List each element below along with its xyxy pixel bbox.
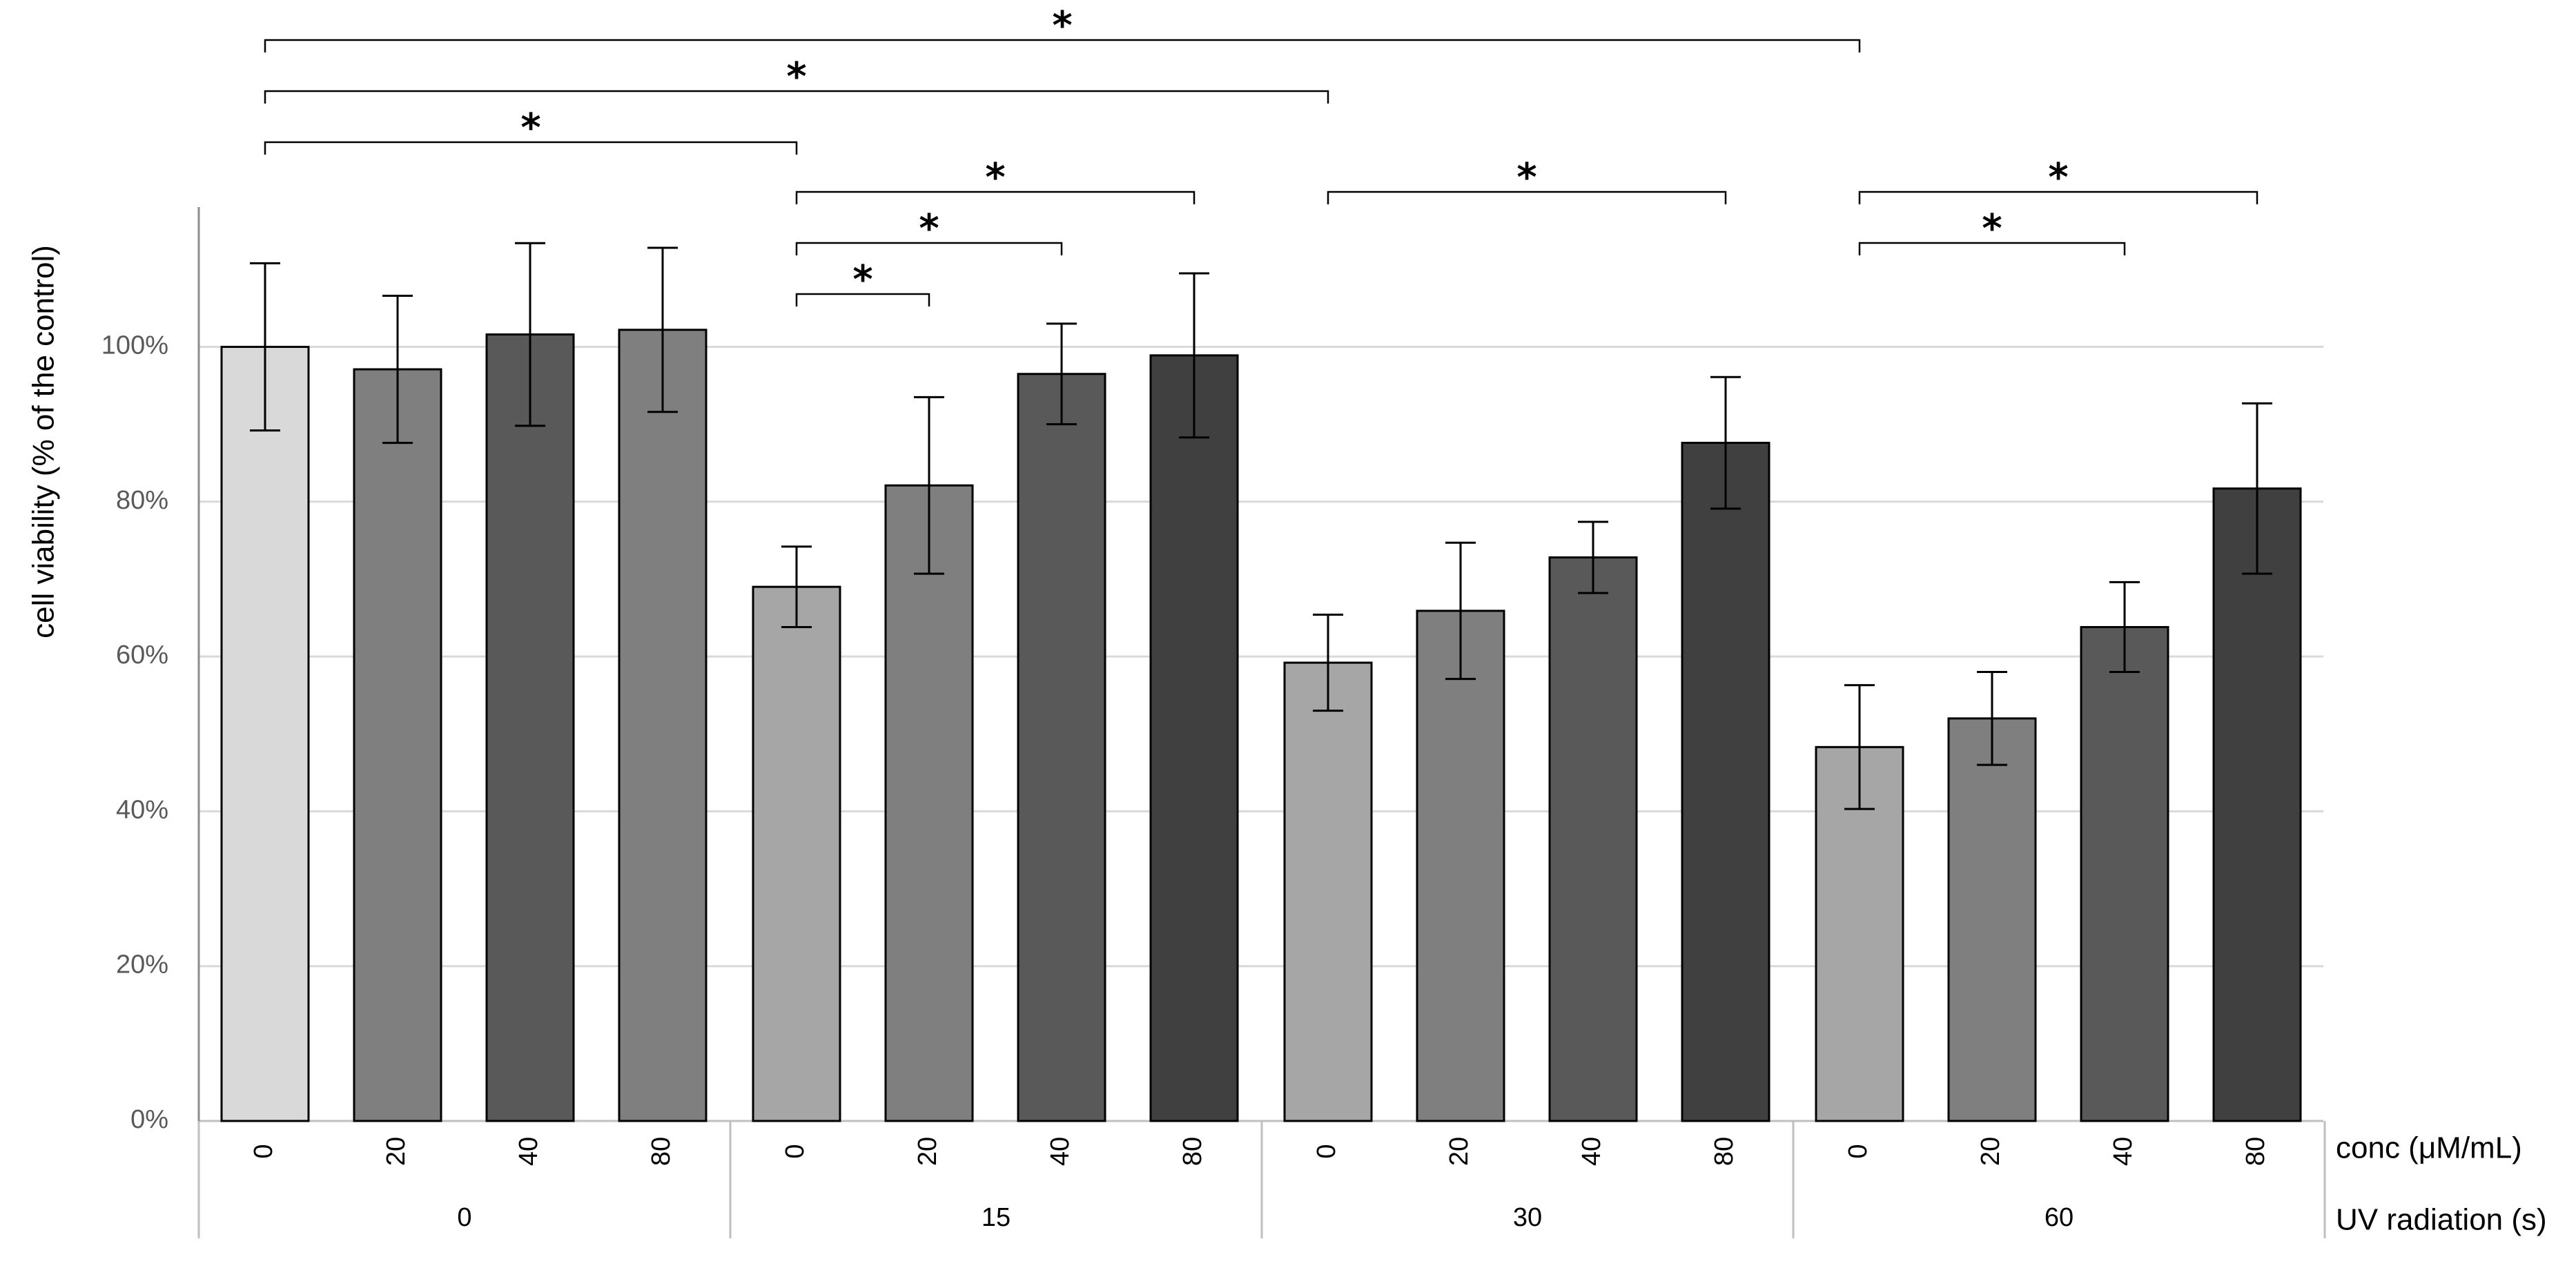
bar xyxy=(618,329,708,1122)
y-tick-label: 40% xyxy=(116,795,168,824)
y-tick-label: 80% xyxy=(116,486,168,515)
conc-label: 20 xyxy=(382,1137,411,1166)
bar xyxy=(884,484,974,1122)
conc-label: 80 xyxy=(2241,1137,2270,1166)
bar xyxy=(1947,717,2037,1122)
y-tick-label: 0% xyxy=(130,1105,168,1134)
y-tick-label: 60% xyxy=(116,641,168,670)
significance-star: * xyxy=(1516,155,1536,200)
bar xyxy=(752,585,841,1122)
bar xyxy=(1017,373,1106,1122)
conc-label: 40 xyxy=(514,1137,543,1166)
significance-brackets: * * * * * * * * * xyxy=(264,3,2258,306)
uv-group-label: 0 xyxy=(457,1203,471,1232)
bar xyxy=(220,346,310,1122)
bar xyxy=(2080,625,2169,1122)
significance-bracket xyxy=(264,90,1329,104)
conc-label: 80 xyxy=(647,1137,676,1166)
bar xyxy=(1283,661,1373,1122)
y-axis-title: cell viability (% of the control) xyxy=(27,245,61,638)
significance-bracket xyxy=(795,293,930,306)
significance-bracket xyxy=(1327,191,1727,204)
significance-star: * xyxy=(985,155,1005,200)
y-axis-tick-labels: 0% 20% 40% 60% 80% 100% xyxy=(101,331,168,1135)
significance-star: * xyxy=(2048,155,2068,200)
bar xyxy=(2212,487,2302,1122)
conc-label: 20 xyxy=(913,1137,942,1166)
significance-star: * xyxy=(919,206,939,251)
significance-bracket xyxy=(264,141,798,155)
significance-star: * xyxy=(852,257,872,302)
conc-label: 0 xyxy=(781,1144,810,1158)
conc-label: 0 xyxy=(249,1144,278,1158)
x-axis-conc-title: conc (μM/mL) xyxy=(2336,1131,2522,1165)
significance-bracket xyxy=(795,242,1063,255)
significance-bracket xyxy=(264,39,1861,52)
significance-bracket xyxy=(795,191,1196,204)
conc-label: 80 xyxy=(1178,1137,1207,1166)
conc-label: 80 xyxy=(1710,1137,1739,1166)
significance-bracket xyxy=(1858,242,2126,255)
conc-label: 40 xyxy=(2109,1137,2138,1166)
significance-star: * xyxy=(1982,206,2002,251)
bar xyxy=(1416,609,1505,1122)
bar xyxy=(1681,442,1770,1122)
y-tick-label: 20% xyxy=(116,950,168,979)
significance-star: * xyxy=(786,55,806,99)
y-tick-label: 100% xyxy=(101,331,168,360)
bar xyxy=(485,333,575,1122)
bar xyxy=(1548,556,1638,1122)
bars xyxy=(220,329,2302,1122)
conc-label: 20 xyxy=(1445,1137,1474,1166)
uv-group-label: 60 xyxy=(2045,1203,2074,1232)
significance-star: * xyxy=(1052,3,1072,48)
conc-label: 40 xyxy=(1046,1137,1075,1166)
conc-label: 0 xyxy=(1312,1144,1341,1158)
significance-bracket xyxy=(1858,191,2258,204)
conc-label: 40 xyxy=(1577,1137,1606,1166)
bar xyxy=(1149,354,1239,1122)
bar xyxy=(353,368,442,1122)
x-axis-uv-title: UV radiation (s) xyxy=(2336,1203,2547,1237)
conc-label: 0 xyxy=(1844,1144,1873,1158)
significance-star: * xyxy=(520,106,540,150)
uv-group-label: 15 xyxy=(982,1203,1011,1232)
x-axis-categories: 0 20 40 80 0 0 20 40 80 15 0 20 40 80 30 0 20 40 80 60 xyxy=(197,1121,2326,1238)
error-bars xyxy=(250,242,2272,810)
uv-group-label: 30 xyxy=(1513,1203,1542,1232)
conc-label: 20 xyxy=(1976,1137,2005,1166)
